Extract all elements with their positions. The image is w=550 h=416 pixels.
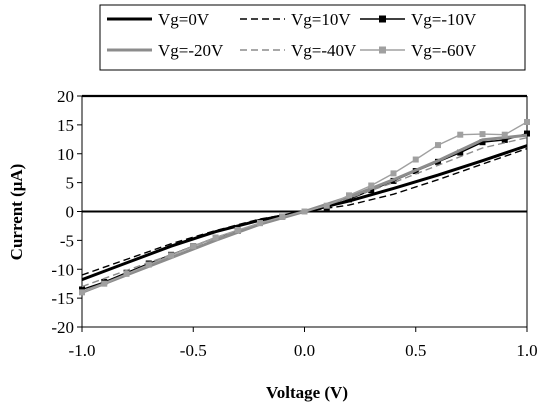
legend-box: [99, 4, 526, 71]
legend-label: Vg=10V: [291, 10, 351, 29]
legend-marker: [379, 46, 386, 54]
legend-label: Vg=-20V: [158, 41, 224, 60]
series-point-vg-60v: [168, 252, 174, 259]
x-tick-label: -1.0: [69, 341, 96, 360]
series-point-vg-10v: [524, 130, 530, 137]
series-point-vg-60v: [479, 131, 486, 138]
legend-label: Vg=-10V: [411, 10, 477, 29]
series-point-vg-10v: [346, 196, 352, 203]
series-point-vg-60v: [346, 192, 352, 199]
series-point-vg-10v: [368, 187, 375, 194]
legend-label: Vg=-60V: [411, 41, 477, 60]
y-tick-label: 0: [66, 203, 75, 222]
series-point-vg-60v: [212, 234, 219, 241]
x-axis-title: Voltage (V): [266, 383, 348, 402]
y-tick-label: 5: [66, 174, 75, 193]
y-tick-label: -15: [51, 289, 74, 308]
y-tick-label: 20: [57, 87, 74, 106]
series-point-vg-60v: [190, 243, 197, 250]
series-point-vg-60v: [323, 202, 330, 209]
series-point-vg-60v: [301, 208, 308, 215]
legend-label: Vg=0V: [158, 10, 210, 29]
series-point-vg-10v: [457, 149, 464, 156]
series-point-vg-10v: [501, 136, 508, 143]
series-point-vg-10v: [479, 139, 486, 146]
y-tick-label: 10: [57, 145, 74, 164]
axes: 20 15 10 5 0 -5 -10 -15 -20 -1.0 -0.5 0.0 0.5 1.0: [51, 87, 537, 360]
y-axis-title: Current (μA): [7, 164, 26, 261]
series-point-vg-60v: [435, 142, 441, 149]
series-point-vg-60v: [279, 213, 286, 220]
series-point-vg-60v: [145, 261, 152, 268]
y-tick-label: -10: [51, 260, 74, 279]
series-point-vg-60v: [101, 280, 108, 287]
legend-marker: [379, 15, 386, 23]
series-layer: [79, 118, 530, 296]
series-point-vg-60v: [257, 220, 263, 227]
y-tick-label: -5: [60, 231, 74, 250]
series-point-vg-60v: [123, 270, 130, 277]
x-tick-label: 0.0: [294, 341, 315, 360]
series-point-vg-60v: [457, 131, 464, 138]
y-tick-label: 15: [57, 116, 74, 135]
series-point-vg-60v: [412, 156, 419, 163]
x-tick-label: 1.0: [516, 341, 537, 360]
series-point-vg-60v: [524, 118, 530, 125]
y-tick-label: -20: [51, 318, 74, 337]
series-point-vg-60v: [234, 226, 241, 233]
legend: Vg=0V Vg=10V Vg=-10V Vg=-20V Vg=-40V Vg=-60V: [99, 4, 526, 71]
series-point-vg-60v: [501, 131, 508, 138]
series-point-vg-60v: [79, 289, 85, 296]
x-tick-label: 0.5: [405, 341, 426, 360]
series-point-vg-60v: [390, 170, 397, 177]
legend-label: Vg=-40V: [291, 41, 357, 60]
series-point-vg-60v: [368, 182, 375, 189]
x-tick-label: -0.5: [180, 341, 207, 360]
